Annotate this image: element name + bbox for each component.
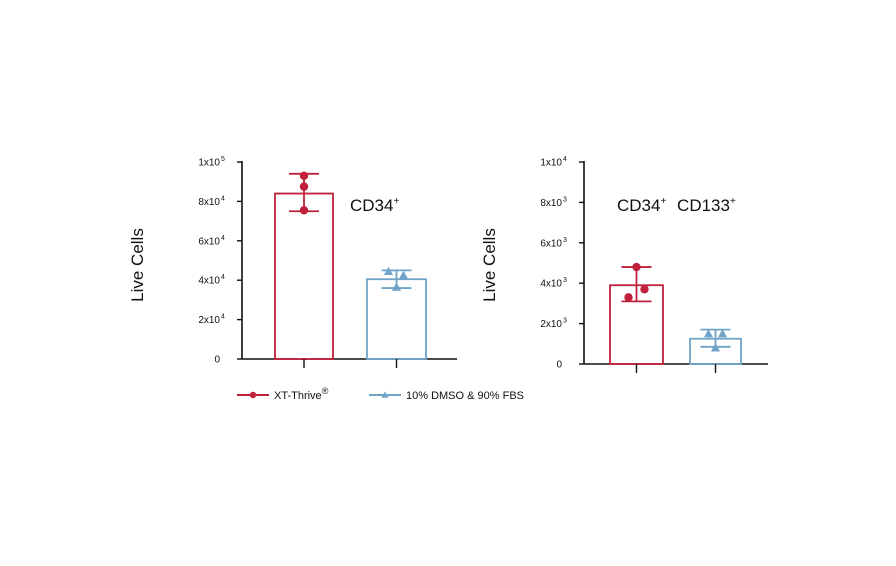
- data-point: [703, 329, 714, 338]
- legend-marker: [249, 391, 257, 399]
- legend: XT-Thrive® 10% DMSO & 90% FBS: [237, 386, 524, 402]
- y-tick-mantissa: 2x10: [198, 315, 220, 326]
- y-tick-exponent: 3: [563, 318, 567, 325]
- data-point: [624, 293, 633, 302]
- legend-marker: [381, 391, 389, 398]
- y-tick-exponent: 4: [221, 314, 225, 321]
- annotation-superscript: +: [660, 196, 666, 207]
- y-tick-exponent: 4: [221, 235, 225, 242]
- y-tick-exponent: 3: [563, 196, 567, 203]
- legend-label: XT-Thrive®: [274, 386, 329, 402]
- y-tick-mantissa: 0: [556, 360, 562, 371]
- data-point: [299, 182, 309, 191]
- data-point: [299, 206, 309, 215]
- y-tick-exponent: 4: [563, 156, 567, 163]
- annotation-text: CD34: [350, 196, 393, 215]
- y-tick-exponent: 4: [221, 274, 225, 281]
- y-tick-exponent: 3: [563, 277, 567, 284]
- y-tick-label: 0: [556, 360, 562, 371]
- y-tick-exponent: 5: [221, 156, 225, 163]
- legend-item: 10% DMSO & 90% FBS: [369, 390, 524, 402]
- y-tick-label: 1x10: [540, 158, 562, 169]
- y-tick-mantissa: 8x10: [198, 197, 220, 208]
- legend-label-text: XT-Thrive: [274, 390, 322, 402]
- y-tick-mantissa: 6x10: [198, 236, 220, 247]
- legend-item: XT-Thrive®: [237, 386, 329, 402]
- y-tick-mantissa: 2x10: [540, 319, 562, 330]
- data-point: [398, 270, 409, 279]
- y-tick-exponent: 3: [563, 237, 567, 244]
- y-tick-mantissa: 8x10: [540, 198, 562, 209]
- y-tick-label: 6x10: [540, 238, 562, 249]
- chart-annotation: CD34+: [350, 196, 399, 215]
- y-axis-label: Live Cells: [480, 228, 499, 302]
- annotation-superscript: +: [393, 196, 399, 207]
- y-tick-mantissa: 1x10: [540, 158, 562, 169]
- data-point: [383, 266, 394, 276]
- legend-label-text: 10% DMSO & 90% FBS: [406, 390, 524, 402]
- y-tick-label: 4x10: [540, 279, 562, 290]
- bar: [274, 192, 334, 360]
- y-tick-label: 6x10: [198, 236, 220, 247]
- y-tick-label: 8x10: [540, 198, 562, 209]
- y-tick-label: 1x10: [198, 158, 220, 169]
- y-tick-mantissa: 4x10: [198, 276, 220, 287]
- annotation-text-2: CD133: [672, 196, 730, 215]
- y-tick-mantissa: 6x10: [540, 238, 562, 249]
- y-tick-label: 0: [214, 355, 220, 366]
- data-point: [299, 171, 309, 180]
- legend-label-superscript: ®: [322, 386, 329, 396]
- data-point: [710, 343, 721, 352]
- y-tick-mantissa: 4x10: [540, 279, 562, 290]
- y-tick-exponent: 4: [221, 195, 225, 202]
- y-tick-mantissa: 1x10: [198, 158, 220, 169]
- y-tick-label: 8x10: [198, 197, 220, 208]
- y-tick-mantissa: 0: [214, 355, 220, 366]
- data-point: [632, 262, 641, 272]
- y-tick-label: 2x10: [198, 315, 220, 326]
- y-tick-label: 4x10: [198, 276, 220, 287]
- data-point: [391, 282, 402, 291]
- chart-annotation: CD34+ CD133+: [617, 196, 736, 215]
- annotation-superscript-2: +: [730, 196, 736, 207]
- annotation-text: CD34: [617, 196, 660, 215]
- legend-label: 10% DMSO & 90% FBS: [406, 390, 524, 402]
- data-point: [717, 329, 728, 338]
- bar: [366, 278, 427, 360]
- y-tick-label: 2x10: [540, 319, 562, 330]
- data-point: [640, 285, 649, 294]
- y-axis-label: Live Cells: [128, 228, 147, 302]
